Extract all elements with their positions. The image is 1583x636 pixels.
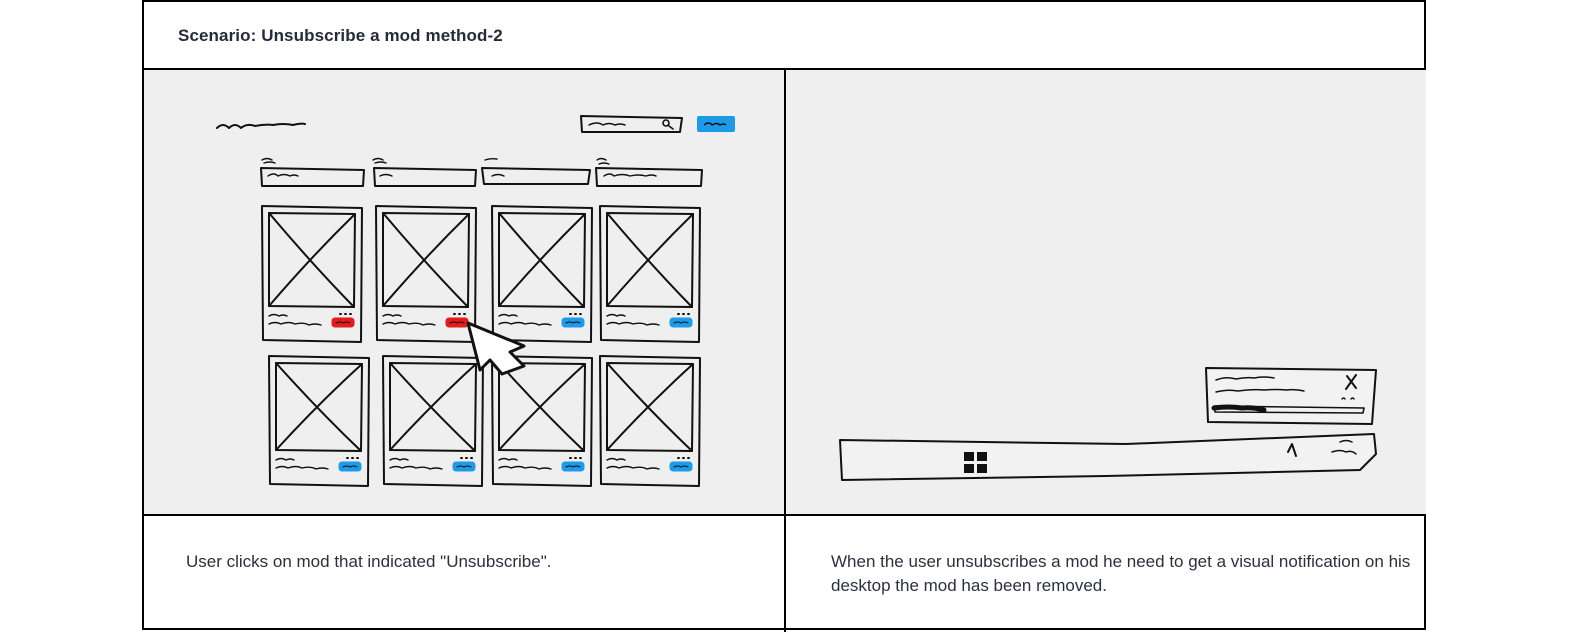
caption-right: When the user unsubscribes a mod he need…	[831, 552, 1411, 595]
mod-thumbnail-placeholder	[606, 362, 694, 452]
mod-thumbnail-placeholder	[498, 362, 586, 452]
mod-title-scribble	[275, 457, 329, 470]
filter-row	[260, 157, 703, 187]
mod-title-scribble	[389, 457, 443, 470]
search-box[interactable]	[580, 115, 683, 133]
logo-scribble	[216, 122, 306, 129]
search-icon	[662, 119, 674, 130]
mod-card[interactable]	[261, 205, 363, 343]
mod-thumbnail-placeholder	[268, 212, 356, 308]
mod-thumbnail-placeholder	[382, 212, 470, 308]
mod-title-scribble	[268, 313, 322, 326]
mod-card[interactable]	[599, 205, 701, 343]
mod-thumbnail-placeholder	[498, 212, 586, 308]
mod-card[interactable]	[268, 355, 370, 487]
mod-thumbnail-placeholder	[606, 212, 694, 308]
tray-clock-scribble	[1331, 439, 1357, 455]
mod-card[interactable]	[375, 205, 477, 343]
desktop-notification-sketch-panel	[786, 70, 1426, 514]
column-divider	[784, 70, 786, 632]
scenario-title: Scenario: Unsubscribe a mod method-2	[178, 26, 503, 45]
header-action-button[interactable]	[697, 116, 735, 132]
mod-thumbnail-placeholder	[389, 362, 477, 452]
mod-card[interactable]	[491, 205, 593, 343]
chevron-up-icon[interactable]	[1287, 443, 1297, 457]
title-row: Scenario: Unsubscribe a mod method-2	[144, 2, 1424, 70]
arrow-cursor-icon	[466, 321, 526, 376]
windows-logo-icon[interactable]	[964, 452, 987, 473]
filter-dropdown[interactable]	[260, 167, 365, 187]
mod-title-scribble	[498, 457, 552, 470]
row-divider	[144, 514, 1424, 516]
mod-card[interactable]	[599, 355, 701, 487]
close-icon[interactable]	[1345, 374, 1357, 390]
mod-browser-sketch-panel	[144, 70, 784, 514]
desktop-notification-sketch	[839, 367, 1377, 481]
mod-thumbnail-placeholder	[275, 362, 363, 452]
mod-card-grid	[261, 116, 735, 487]
caption-left: User clicks on mod that indicated "Unsub…	[186, 552, 552, 571]
mod-title-scribble	[606, 457, 660, 470]
notification-toast[interactable]	[1205, 367, 1377, 425]
mod-title-scribble	[382, 313, 436, 326]
filter-dropdown[interactable]	[481, 167, 591, 185]
mod-card[interactable]	[382, 355, 484, 487]
mod-card[interactable]	[491, 355, 593, 487]
mod-title-scribble	[606, 313, 660, 326]
desktop-taskbar	[839, 433, 1377, 481]
storyboard-frame: Scenario: Unsubscribe a mod method-2	[142, 0, 1426, 632]
filter-dropdown[interactable]	[595, 167, 703, 187]
filter-dropdown[interactable]	[373, 167, 477, 187]
mod-browser-sketch	[216, 115, 735, 487]
mod-title-scribble	[498, 313, 552, 326]
